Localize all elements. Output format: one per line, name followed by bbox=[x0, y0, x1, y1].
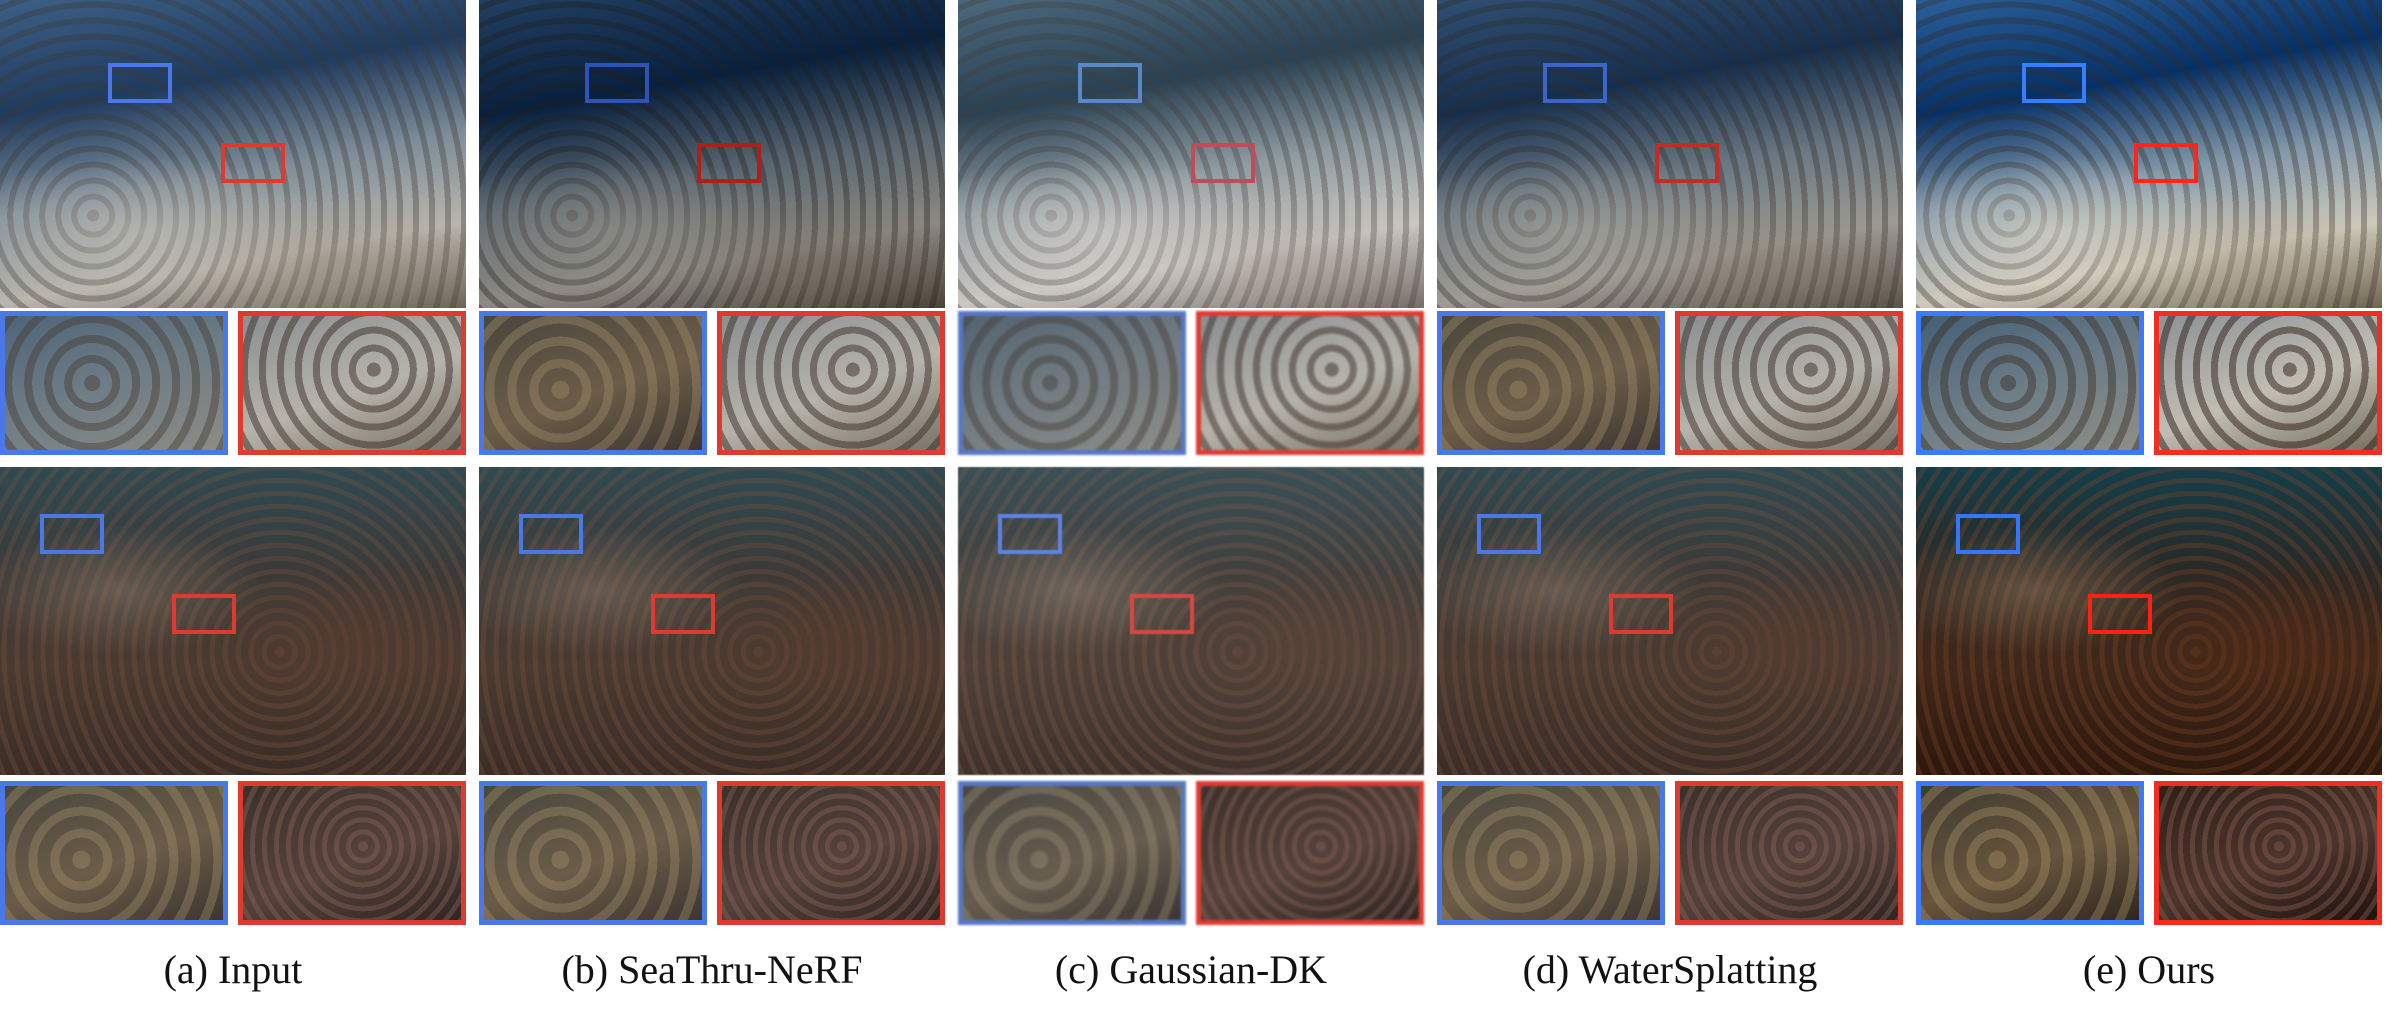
blue-zoom-crop bbox=[1916, 311, 2144, 455]
blue-crop-box bbox=[1078, 63, 1142, 103]
red-crop-box bbox=[651, 594, 715, 634]
blue-zoom-crop bbox=[958, 781, 1186, 925]
scene1-view bbox=[1916, 0, 2382, 308]
scene2-view bbox=[958, 467, 1424, 775]
red-zoom-crop bbox=[1196, 311, 1424, 455]
red-crop-box bbox=[697, 143, 761, 183]
blue-crop-box bbox=[40, 514, 104, 554]
red-zoom-crop bbox=[717, 781, 945, 925]
red-crop-box bbox=[2134, 143, 2198, 183]
red-zoom-crop bbox=[2154, 781, 2382, 925]
red-zoom-crop bbox=[238, 781, 466, 925]
blue-crop-box bbox=[1956, 514, 2020, 554]
red-crop-box bbox=[1655, 143, 1719, 183]
scene2-view bbox=[479, 467, 945, 775]
red-crop-box bbox=[1609, 594, 1673, 634]
caption-ours: (e) Ours bbox=[2082, 947, 2216, 992]
blue-zoom-crop bbox=[0, 781, 228, 925]
caption-watersplatting: (d) WaterSplatting bbox=[1522, 947, 1818, 992]
scene1-view bbox=[0, 0, 466, 308]
red-zoom-crop bbox=[1675, 311, 1903, 455]
blue-crop-box bbox=[1477, 514, 1541, 554]
blue-zoom-crop bbox=[1437, 311, 1665, 455]
scene2-view bbox=[1437, 467, 1903, 775]
blue-crop-box bbox=[1543, 63, 1607, 103]
blue-crop-box bbox=[998, 514, 1062, 554]
red-zoom-crop bbox=[1196, 781, 1424, 925]
red-crop-box bbox=[221, 143, 285, 183]
scene1-view bbox=[1437, 0, 1903, 308]
red-zoom-crop bbox=[2154, 311, 2382, 455]
red-crop-box bbox=[172, 594, 236, 634]
column-gaussian-dk: (c) Gaussian-DK bbox=[958, 0, 1424, 1017]
scene1-view bbox=[958, 0, 1424, 308]
blue-crop-box bbox=[585, 63, 649, 103]
blue-zoom-crop bbox=[0, 311, 228, 455]
blue-zoom-crop bbox=[1437, 781, 1665, 925]
column-ours: (e) Ours bbox=[1916, 0, 2382, 1017]
blue-zoom-crop bbox=[1916, 781, 2144, 925]
scene2-view bbox=[1916, 467, 2382, 775]
caption-input: (a) Input bbox=[163, 947, 303, 992]
column-input: (a) Input bbox=[0, 0, 466, 1017]
blue-zoom-crop bbox=[479, 781, 707, 925]
red-crop-box bbox=[2088, 594, 2152, 634]
column-seathru-nerf: (b) SeaThru-NeRF bbox=[479, 0, 945, 1017]
red-zoom-crop bbox=[238, 311, 466, 455]
blue-crop-box bbox=[108, 63, 172, 103]
red-crop-box bbox=[1191, 143, 1255, 183]
blue-zoom-crop bbox=[958, 311, 1186, 455]
caption-seathru-nerf: (b) SeaThru-NeRF bbox=[561, 947, 863, 992]
red-zoom-crop bbox=[717, 311, 945, 455]
blue-crop-box bbox=[2022, 63, 2086, 103]
red-crop-box bbox=[1130, 594, 1194, 634]
blue-zoom-crop bbox=[479, 311, 707, 455]
blue-crop-box bbox=[519, 514, 583, 554]
red-zoom-crop bbox=[1675, 781, 1903, 925]
scene1-view bbox=[479, 0, 945, 308]
column-watersplatting: (d) WaterSplatting bbox=[1437, 0, 1903, 1017]
caption-gaussian-dk: (c) Gaussian-DK bbox=[1054, 947, 1328, 992]
scene2-view bbox=[0, 467, 466, 775]
